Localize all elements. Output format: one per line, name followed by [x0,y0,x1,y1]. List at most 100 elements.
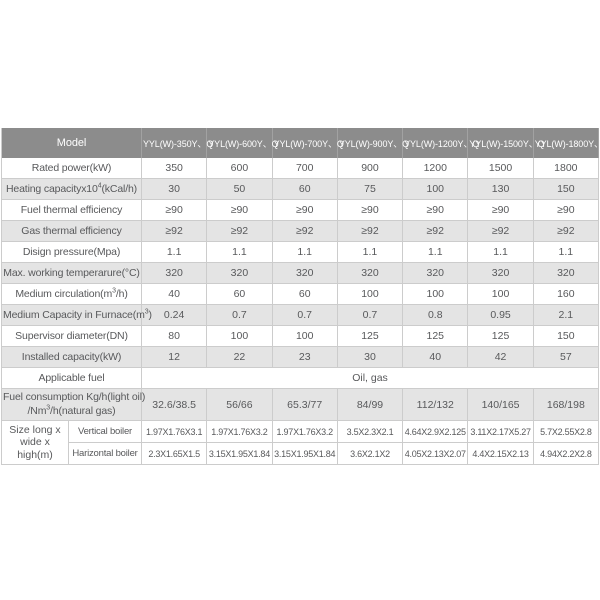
value-cell: 40 [403,347,469,368]
value-cell: 320 [533,263,599,284]
value-cell: ≥92 [272,221,338,242]
value-cell: 0.24 [142,305,208,326]
value-cell: 900 [337,158,404,179]
value-cell: 2.1 [533,305,599,326]
row-label-gas-thermal-efficiency: Gas thermal efficiency [2,221,142,242]
value-cell: 2.3X1.65X1.5 [142,443,208,465]
value-cell: 5.7X2.55X2.8 [533,421,599,443]
value-cell: 600 [207,158,273,179]
value-cell: 125 [337,326,404,347]
value-cell: 3.15X1.95X1.84 [272,443,338,465]
model-header-cell: Model [2,128,142,158]
value-cell: 32.6/38.5 [142,389,208,421]
value-cell: 125 [403,326,469,347]
value-cell: 1.1 [403,242,469,263]
row-label-max-working-temperature: Max. working temperarure(°C) [2,263,142,284]
value-cell: 1.1 [337,242,404,263]
column-header-600: YYL(W)-600Y、Q [207,128,279,158]
spec-row-medium-capacity-furnace: Medium Capacity in Furnace(m3) 0.24 0.7 … [2,305,599,326]
value-cell: 23 [272,347,338,368]
value-cell: 160 [533,284,599,305]
row-label-design-pressure: Disign pressure(Mpa) [2,242,142,263]
value-cell: 168/198 [533,389,599,421]
value-cell: 3.5X2.3X2.1 [337,421,404,443]
value-cell: 320 [142,263,208,284]
value-cell: 4.64X2.9X2.125 [403,421,469,443]
value-cell: 100 [207,326,273,347]
value-cell: 100 [403,179,469,200]
value-cell: ≥90 [207,200,273,221]
value-cell: ≥92 [142,221,208,242]
spec-row-supervisor-diameter: Supervisor diameter(DN) 80 100 100 125 1… [2,326,599,347]
value-cell: 130 [468,179,534,200]
value-cell: ≥92 [533,221,599,242]
value-cell: 150 [533,179,599,200]
value-cell: 57 [533,347,599,368]
value-cell: 100 [403,284,469,305]
value-cell: 56/66 [207,389,273,421]
value-cell: 150 [533,326,599,347]
value-cell: ≥90 [403,200,469,221]
spec-row-size-vertical: Size long x wide x high(m) Vertical boil… [2,421,599,465]
value-cell: 320 [468,263,534,284]
value-cell: 12 [142,347,208,368]
spec-row-medium-circulation: Medium circulation(m3/h) 40 60 60 100 10… [2,284,599,305]
value-cell: ≥90 [337,200,404,221]
row-label-size: Size long x wide x high(m) [2,421,69,465]
column-header-1500: YYL(W)-1500Y、Q [468,128,545,158]
value-cell: 4.05X2.13X2.07 [403,443,469,465]
value-cell: 84/99 [337,389,404,421]
row-label-applicable-fuel: Applicable fuel [2,368,142,389]
row-label-supervisor-diameter: Supervisor diameter(DN) [2,326,142,347]
spec-row-design-pressure: Disign pressure(Mpa) 1.1 1.1 1.1 1.1 1.1… [2,242,599,263]
column-header-700: YYL(W)-700Y、Q [272,128,344,158]
value-cell: 125 [468,326,534,347]
value-cell: 22 [207,347,273,368]
value-cell: 3.11X2.17X5.27 [468,421,534,443]
header-row: Model YYL(W)-350Y、Q YYL(W)-600Y、Q YYL(W)… [2,128,600,158]
value-cell: 100 [272,326,338,347]
value-cell: 0.7 [272,305,338,326]
value-cell: 1.1 [207,242,273,263]
row-label-medium-capacity-furnace: Medium Capacity in Furnace(m3) [2,305,152,326]
value-cell: 40 [142,284,208,305]
row-label-installed-capacity: Installed capacity(kW) [2,347,142,368]
value-cell: 75 [337,179,404,200]
column-header-1200: YYL(W)-1200Y、Q [403,128,479,158]
value-cell: 1.1 [142,242,208,263]
value-cell: ≥92 [207,221,273,242]
value-cell: 140/165 [468,389,534,421]
value-cell: 320 [272,263,338,284]
value-cell: 1.97X1.76X3.2 [272,421,338,443]
value-cell: 1.97X1.76X3.2 [207,421,273,443]
spec-row-size-horizontal: Harizontal boiler 2.3X1.65X1.5 3.15X1.95… [2,443,599,465]
value-cell: 3.6X2.1X2 [337,443,404,465]
value-cell: 1.1 [533,242,599,263]
value-cell: 320 [403,263,469,284]
value-cell: 0.7 [207,305,273,326]
column-header-350: YYL(W)-350Y、Q [142,128,213,158]
spec-row-installed-capacity: Installed capacity(kW) 12 22 23 30 40 42… [2,347,599,368]
fuel-consumption-label-line2: /Nm3/h(natural gas) [27,404,116,417]
value-cell: ≥90 [142,200,208,221]
value-cell: 0.7 [337,305,404,326]
value-cell: 60 [207,284,273,305]
boiler-spec-table: Model YYL(W)-350Y、Q YYL(W)-600Y、Q YYL(W)… [1,128,600,465]
value-cell: 30 [337,347,404,368]
value-cell: 80 [142,326,208,347]
value-cell: 42 [468,347,534,368]
column-header-900: YYL(W)-900Y、Q [337,128,409,158]
value-cell: 60 [272,284,338,305]
row-label-rated-power: Rated power(kW) [2,158,142,179]
row-label-medium-circulation: Medium circulation(m3/h) [2,284,142,305]
value-cell: 112/132 [403,389,469,421]
value-cell: 1.1 [468,242,534,263]
value-cell: 350 [142,158,208,179]
spec-row-gas-thermal-efficiency: Gas thermal efficiency ≥92 ≥92 ≥92 ≥92 ≥… [2,221,599,242]
sub-label-vertical-boiler: Vertical boiler [69,421,142,443]
fuel-consumption-label-line1: Fuel consumption Kg/h(light oil) [3,391,146,404]
row-label-heating-capacity: Heating capacityx104(kCal/h) [2,179,142,200]
value-cell: 60 [272,179,338,200]
sub-label-horizontal-boiler: Harizontal boiler [69,443,142,465]
